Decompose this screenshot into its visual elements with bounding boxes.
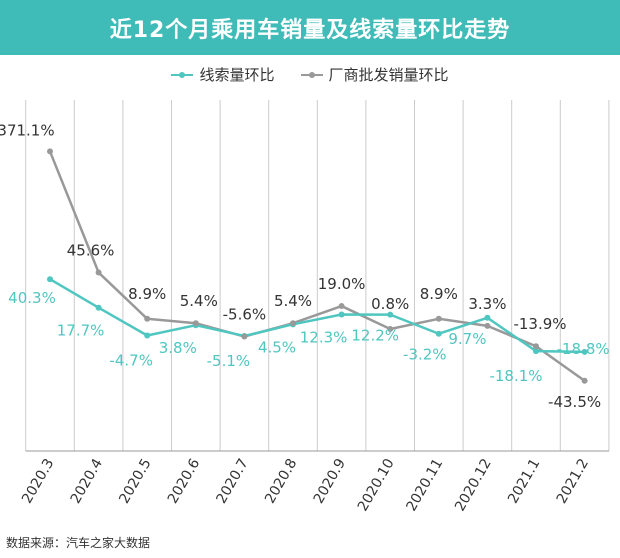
data-label-leads: 9.7% <box>448 330 486 348</box>
data-label-leads: -3.2% <box>403 346 447 364</box>
legend-swatch-leads <box>171 69 194 81</box>
data-point-leads <box>581 348 588 355</box>
data-label-leads: 12.3% <box>300 329 348 347</box>
legend: 线索量环比 厂商批发销量环比 <box>0 64 620 85</box>
data-point-wholesale <box>47 148 53 155</box>
data-point-wholesale <box>192 320 199 327</box>
data-point-wholesale <box>387 325 394 332</box>
data-label-wholesale: 3.3% <box>468 295 506 313</box>
x-tick-label: 2020.8 <box>262 456 300 506</box>
data-label-wholesale: 19.0% <box>318 275 366 293</box>
data-point-wholesale <box>435 315 442 322</box>
data-label-wholesale: 8.9% <box>128 285 166 303</box>
data-point-leads <box>95 304 102 311</box>
data-point-wholesale <box>95 269 102 276</box>
data-label-leads: 4.5% <box>258 338 296 356</box>
legend-item-leads[interactable]: 线索量环比 <box>171 64 275 85</box>
data-point-leads <box>435 330 442 337</box>
x-tick-label: 2020.7 <box>214 456 252 506</box>
data-label-wholesale: 371.1% <box>0 121 55 139</box>
x-tick-label: 2020.3 <box>19 456 57 506</box>
x-tick-label: 2021.1 <box>505 456 543 506</box>
chart-title: 近12个月乘用车销量及线索量环比走势 <box>109 17 511 43</box>
data-label-leads: 12.2% <box>351 327 399 345</box>
data-point-leads <box>533 348 539 355</box>
data-point-leads <box>47 276 53 283</box>
data-label-leads: -4.7% <box>109 351 153 369</box>
data-label-wholesale: 5.4% <box>180 292 218 310</box>
data-point-wholesale <box>144 315 151 322</box>
data-label-wholesale: -13.9% <box>513 315 566 333</box>
data-label-leads: 17.7% <box>57 322 105 340</box>
data-label-wholesale: 0.8% <box>371 295 409 313</box>
data-label-wholesale: 45.6% <box>67 242 115 260</box>
x-tick-label: 2020.6 <box>165 456 203 507</box>
data-point-leads <box>387 311 394 318</box>
data-point-leads <box>338 311 345 318</box>
legend-swatch-wholesale <box>300 69 323 81</box>
data-label-wholesale: 5.4% <box>274 292 312 310</box>
data-label-leads: 3.8% <box>159 339 197 357</box>
title-bar: 近12个月乘用车销量及线索量环比走势 <box>0 0 620 55</box>
x-tick-label: 2020.10 <box>355 456 398 514</box>
series-line-wholesale <box>48 150 586 382</box>
data-label-wholesale: -43.5% <box>548 393 601 411</box>
data-label-leads: 40.3% <box>8 289 56 307</box>
data-label-wholesale: -5.6% <box>223 306 267 324</box>
data-point-wholesale <box>241 333 248 340</box>
data-point-leads <box>144 332 151 339</box>
data-point-wholesale <box>581 377 588 384</box>
data-source: 数据来源：汽车之家大数据 <box>6 536 151 550</box>
legend-item-wholesale[interactable]: 厂商批发销量环比 <box>300 64 449 85</box>
data-label-leads: -5.1% <box>207 352 251 370</box>
series-line-leads <box>48 277 586 354</box>
data-label-leads: -18.1% <box>489 367 542 385</box>
data-label-wholesale: 8.9% <box>420 285 458 303</box>
x-tick-label: 2020.5 <box>116 456 154 506</box>
x-tick-label: 2020.9 <box>311 456 349 506</box>
data-point-wholesale <box>338 303 345 310</box>
legend-label-wholesale: 厂商批发销量环比 <box>328 66 449 84</box>
data-point-wholesale <box>484 322 491 329</box>
x-tick-label: 2020.11 <box>403 456 446 514</box>
data-point-leads <box>484 314 491 321</box>
data-point-wholesale <box>290 320 296 327</box>
x-tick-label: 2020.12 <box>452 456 495 514</box>
x-tick-label: 2020.4 <box>68 456 106 507</box>
legend-label-leads: 线索量环比 <box>199 66 275 84</box>
x-tick-label: 2021.2 <box>554 456 592 506</box>
data-label-leads: -18.8% <box>557 340 610 358</box>
data-point-wholesale <box>533 343 539 350</box>
